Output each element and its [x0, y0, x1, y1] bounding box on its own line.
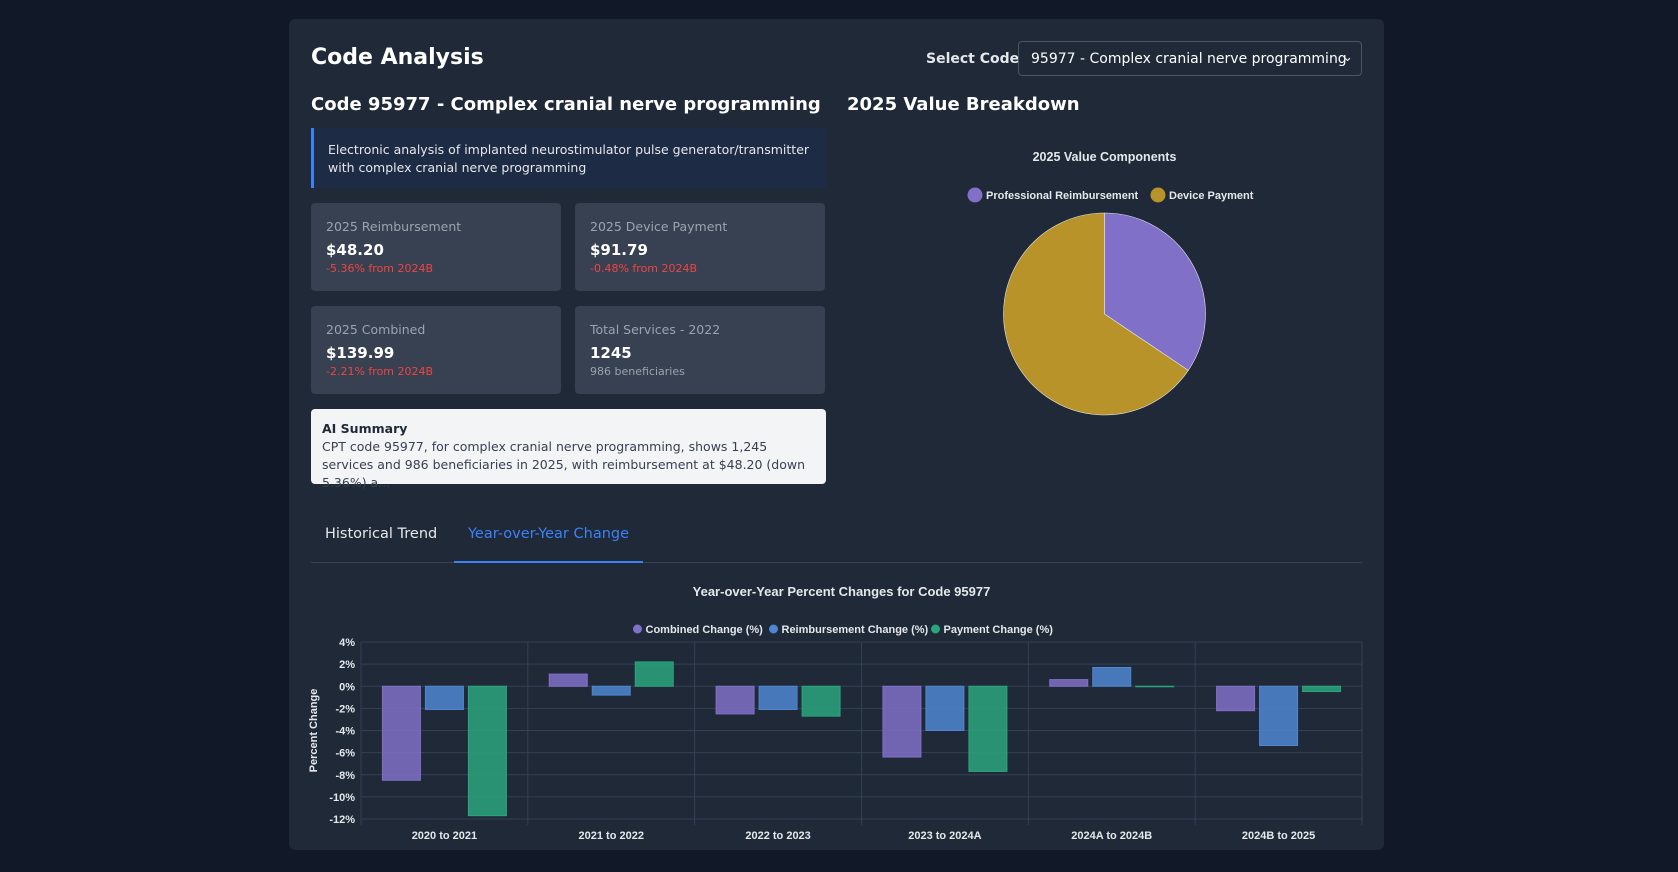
x-tick-label: 2024A to 2024B	[1071, 830, 1152, 842]
pie-slice	[1003, 212, 1189, 416]
bar-legend-swatch	[633, 624, 642, 634]
card-label: 2025 Combined	[326, 322, 426, 337]
combined-card: 2025 Combined $139.99 -2.21% from 2024B	[311, 306, 561, 394]
ai-summary-text: CPT code 95977, for complex cranial nerv…	[322, 439, 806, 490]
bar	[1302, 685, 1342, 693]
reimbursement-card: 2025 Reimbursement $48.20 -5.36% from 20…	[311, 203, 561, 291]
pie-legend-swatch	[967, 187, 983, 203]
x-tick-label: 2024B to 2025	[1242, 830, 1315, 842]
card-change: -0.48% from 2024B	[590, 262, 698, 275]
bar	[634, 661, 674, 687]
pie-legend-label: Professional Reimbursement	[986, 190, 1139, 202]
bar-legend-label: Combined Change (%)	[646, 624, 764, 636]
bar	[715, 685, 755, 715]
chart-tabs: Historical Trend Year-over-Year Change	[311, 511, 1362, 563]
y-tick-label: -4%	[335, 726, 355, 738]
ai-summary-title: AI Summary	[322, 421, 408, 436]
bar-legend-label: Reimbursement Change (%)	[782, 624, 929, 636]
device-payment-card: 2025 Device Payment $91.79 -0.48% from 2…	[575, 203, 825, 291]
y-tick-label: 2%	[339, 659, 355, 671]
breakdown-title: 2025 Value Breakdown	[847, 94, 1080, 115]
bar-legend-swatch	[769, 624, 778, 634]
ai-summary: AI Summary CPT code 95977, for complex c…	[311, 409, 826, 490]
card-value: $91.79	[590, 241, 648, 259]
x-tick-label: 2023 to 2024A	[908, 830, 981, 842]
page-title: Code Analysis	[311, 45, 484, 70]
chevron-down-icon: ⌄	[1342, 50, 1353, 65]
bar	[1216, 685, 1256, 712]
pie-legend-swatch	[1150, 187, 1166, 203]
bar-legend-swatch	[931, 624, 940, 634]
bar	[882, 685, 922, 758]
bar	[591, 685, 631, 696]
x-tick-label: 2020 to 2021	[412, 830, 477, 842]
y-tick-label: -10%	[329, 792, 355, 804]
bar	[424, 685, 464, 710]
y-tick-label: 4%	[339, 637, 355, 649]
pie-chart: 2025 Value Components Professional Reimbu…	[967, 150, 1254, 416]
y-tick-label: 0%	[339, 681, 355, 693]
card-change: -5.36% from 2024B	[326, 262, 434, 275]
bar-chart-title: Year-over-Year Percent Changes for Code …	[693, 584, 991, 599]
y-tick-label: -8%	[335, 770, 355, 782]
code-select[interactable]: 95977 - Complex cranial nerve programmin…	[1018, 41, 1362, 76]
card-change: -2.21% from 2024B	[326, 365, 434, 378]
y-tick-label: -12%	[329, 814, 355, 826]
code-description: Electronic analysis of implanted neurost…	[311, 128, 826, 188]
card-label: Total Services - 2022	[590, 322, 721, 337]
bar	[467, 685, 507, 817]
bar-legend-label: Payment Change (%)	[944, 624, 1054, 636]
bar	[1135, 685, 1175, 688]
total-services-card: Total Services - 2022 1245 986 beneficia…	[575, 306, 825, 394]
pie-title: 2025 Value Components	[1033, 150, 1177, 164]
bar	[801, 685, 841, 717]
code-analysis-panel: Code Analysis Select Code: 95977 - Compl…	[289, 19, 1384, 850]
bar	[758, 685, 798, 710]
x-tick-label: 2022 to 2023	[745, 830, 810, 842]
card-value: $139.99	[326, 344, 395, 362]
tab-year-over-year[interactable]: Year-over-Year Change	[454, 511, 644, 563]
code-select-value: 95977 - Complex cranial nerve programmin…	[1031, 51, 1347, 67]
bar	[1259, 685, 1299, 747]
y-tick-label: -6%	[335, 748, 355, 760]
x-tick-label: 2021 to 2022	[579, 830, 644, 842]
pie-legend-label: Device Payment	[1169, 190, 1254, 202]
yoy-bar-chart: Year-over-Year Percent Changes for Code …	[308, 584, 1363, 842]
y-axis-label: Percent Change	[308, 689, 320, 773]
card-label: 2025 Device Payment	[590, 219, 728, 234]
tab-historical-trend[interactable]: Historical Trend	[325, 526, 438, 542]
pie-slice	[1104, 212, 1206, 371]
bar	[548, 673, 588, 687]
card-subtext: 986 beneficiaries	[590, 365, 685, 378]
card-value: $48.20	[326, 241, 384, 259]
card-value: 1245	[590, 344, 632, 362]
bar	[381, 685, 421, 781]
bar	[1092, 666, 1132, 687]
y-tick-label: -2%	[335, 703, 355, 715]
card-label: 2025 Reimbursement	[326, 219, 462, 234]
bar	[925, 685, 965, 731]
select-code-label: Select Code:	[926, 51, 1025, 67]
bar	[1049, 679, 1089, 687]
bar	[968, 685, 1008, 772]
code-title: Code 95977 - Complex cranial nerve progr…	[311, 94, 821, 115]
